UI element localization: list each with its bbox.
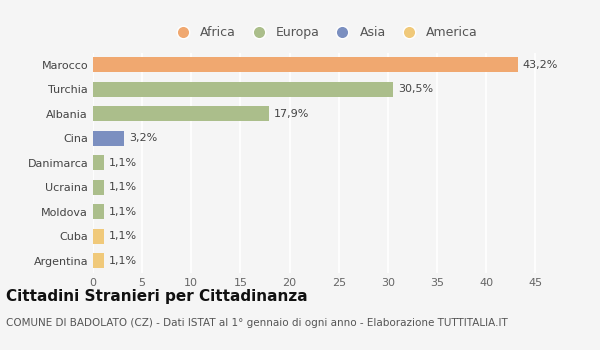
Bar	[93, 229, 104, 244]
Text: 1,1%: 1,1%	[109, 182, 137, 192]
Text: COMUNE DI BADOLATO (CZ) - Dati ISTAT al 1° gennaio di ogni anno - Elaborazione T: COMUNE DI BADOLATO (CZ) - Dati ISTAT al …	[6, 318, 508, 329]
Bar	[93, 155, 104, 170]
Text: 30,5%: 30,5%	[398, 84, 433, 94]
Bar	[93, 106, 269, 121]
Text: 1,1%: 1,1%	[109, 207, 137, 217]
Bar	[93, 57, 518, 72]
Bar	[93, 131, 124, 146]
Bar	[93, 180, 104, 195]
Legend: Africa, Europa, Asia, America: Africa, Europa, Asia, America	[167, 24, 481, 42]
Bar	[93, 82, 393, 97]
Text: 1,1%: 1,1%	[109, 158, 137, 168]
Text: 1,1%: 1,1%	[109, 256, 137, 266]
Text: 17,9%: 17,9%	[274, 109, 309, 119]
Text: 1,1%: 1,1%	[109, 231, 137, 241]
Bar	[93, 204, 104, 219]
Text: 3,2%: 3,2%	[130, 133, 158, 143]
Text: Cittadini Stranieri per Cittadinanza: Cittadini Stranieri per Cittadinanza	[6, 289, 308, 304]
Text: 43,2%: 43,2%	[523, 60, 558, 70]
Bar	[93, 253, 104, 268]
